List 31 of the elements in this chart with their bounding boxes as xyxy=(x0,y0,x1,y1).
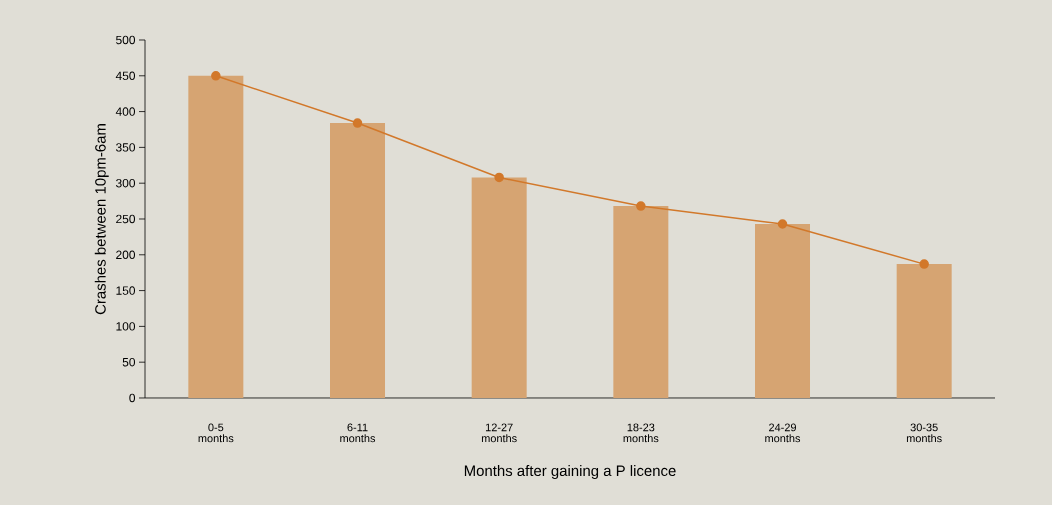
bar xyxy=(188,75,244,398)
point xyxy=(211,71,221,81)
y-tick-label: 100 xyxy=(116,322,136,331)
y-tick-label: 200 xyxy=(116,250,136,260)
point xyxy=(494,172,504,183)
bar xyxy=(613,206,669,398)
y-tick-label: 50 xyxy=(122,357,136,367)
x-tick-label: 24-29 months xyxy=(765,423,801,443)
x-axis-title: Months after gaining a P licence xyxy=(464,465,676,479)
x-tick-label: 12-27 months xyxy=(481,423,517,443)
y-tick-label: 400 xyxy=(115,107,136,116)
point xyxy=(352,118,363,128)
point xyxy=(777,219,788,229)
y-tick-label: 350 xyxy=(116,143,136,152)
y-axis-title: Crashes between 10pm-6am xyxy=(94,124,109,315)
bar xyxy=(755,224,811,398)
x-tick-label: 0-5 months xyxy=(198,423,234,443)
bar xyxy=(896,264,952,398)
y-tick-label: 0 xyxy=(129,393,136,403)
point xyxy=(636,201,646,211)
bar xyxy=(330,123,386,398)
y-tick-label: 150 xyxy=(116,286,136,295)
y-tick-label: 300 xyxy=(116,178,136,188)
y-tick-label: 250 xyxy=(116,214,136,224)
point xyxy=(919,259,929,269)
x-tick-label: 6-11 months xyxy=(340,423,376,443)
bar xyxy=(471,177,527,398)
y-tick-label: 500 xyxy=(116,35,136,45)
x-tick-label: 30-35 months xyxy=(906,423,942,443)
x-tick-label: 18-23 months xyxy=(623,423,659,443)
y-tick-label: 450 xyxy=(115,71,136,81)
